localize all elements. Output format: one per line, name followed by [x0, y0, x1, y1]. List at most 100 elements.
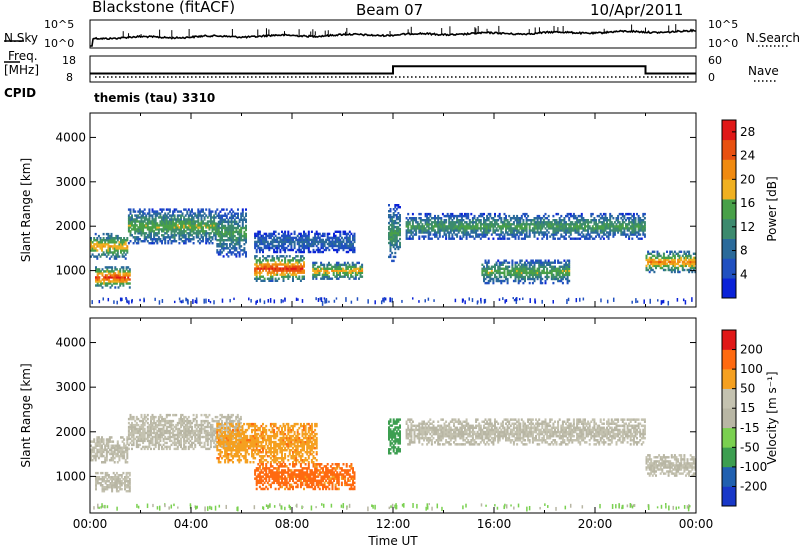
colorbar-tick-label: 200 — [740, 343, 763, 357]
colorbar-tick-label: 20 — [740, 172, 755, 186]
nsearch-label: N.Search — [746, 31, 800, 45]
date-label: 10/Apr/2011 — [590, 1, 684, 19]
noise-panel-frame — [89, 19, 697, 49]
colorbar-tick-label: 50 — [740, 382, 755, 396]
frequency-trace — [90, 65, 696, 75]
x-tick-label: 12:00 — [376, 517, 411, 531]
colorbar-tick-label: -15 — [740, 421, 760, 435]
x-tick-label: 08:00 — [275, 517, 310, 531]
velocity-heatmap — [90, 413, 697, 512]
scatter-band — [388, 204, 401, 263]
y-axis-label: Slant Range [km] — [19, 158, 33, 262]
x-tick-label: 20:00 — [578, 517, 613, 531]
colorbar-frame — [721, 329, 737, 507]
power-heatmap — [90, 204, 697, 306]
freq-tick-bottom: 8 — [66, 71, 73, 84]
y-axis-label: Slant Range [km] — [19, 363, 33, 467]
scatter-band — [481, 259, 571, 285]
scatter-band — [405, 212, 646, 240]
colorbar-tick-label: -100 — [740, 460, 767, 474]
colorbar-swatch — [722, 218, 736, 239]
colorbar-tick-label: 100 — [740, 362, 763, 376]
colorbar-tick-label: 12 — [740, 220, 755, 234]
scatter-band — [95, 266, 131, 289]
scatter-band — [127, 413, 242, 451]
power-colorbar — [721, 119, 737, 299]
colorbar-swatch — [722, 199, 736, 220]
scatter-band — [254, 255, 305, 282]
y-tick-label: 3000 — [55, 380, 86, 394]
x-tick-label: 04:00 — [174, 517, 209, 531]
velocity-colorbar — [721, 329, 737, 507]
scatter-band — [645, 454, 697, 477]
colorbar-label: Velocity [m s⁻¹] — [765, 371, 779, 464]
colorbar-swatch — [722, 447, 736, 468]
freq-tick-top: 18 — [62, 54, 76, 67]
nave-tick-top: 60 — [708, 54, 722, 67]
colorbar-swatch — [722, 258, 736, 279]
cpid-label: CPID — [4, 86, 37, 100]
scatter-band — [312, 261, 364, 280]
x-tick-label: 00:00 — [73, 517, 108, 531]
scatter-band — [216, 208, 247, 258]
colorbar-swatch — [722, 466, 736, 487]
scatter-band — [405, 418, 646, 446]
x-tick-label: 00:00 — [679, 517, 714, 531]
y-tick-label: 4000 — [55, 130, 86, 144]
y-tick-label: 4000 — [55, 336, 86, 350]
colorbar-swatch — [722, 159, 736, 180]
freq-unit-label: [MHz] — [4, 63, 40, 77]
nsearch-tick-top: 10^5 — [708, 18, 739, 31]
freq-label: Freq. — [8, 49, 38, 63]
colorbar-swatch — [722, 179, 736, 200]
y-tick-label: 1000 — [55, 469, 86, 483]
colorbar-swatch — [722, 349, 736, 370]
colorbar-swatch — [722, 408, 736, 429]
colorbar-tick-label: 16 — [740, 196, 755, 210]
colorbar-swatch — [722, 388, 736, 409]
colorbar-swatch — [722, 330, 736, 350]
colorbar-swatch — [722, 139, 736, 160]
colorbar-swatch — [722, 427, 736, 448]
nave-tick-bottom: 0 — [708, 71, 715, 84]
nsearch-tick-bottom: 10^0 — [708, 37, 739, 50]
colorbar-tick-label: -50 — [740, 440, 760, 454]
colorbar-frame — [721, 119, 737, 299]
x-tick-label: 16:00 — [477, 517, 512, 531]
scatter-band — [90, 436, 129, 464]
y-tick-label: 2000 — [55, 219, 86, 233]
beam-label: Beam 07 — [356, 1, 424, 19]
scatter-band — [90, 232, 129, 260]
colorbar-tick-label: 24 — [740, 149, 755, 163]
colorbar-label: Power [dB] — [765, 176, 779, 241]
nsky-label: N.Sky — [4, 31, 39, 45]
noise-sky-trace — [90, 28, 697, 47]
cpid-text: themis (tau) 3310 — [94, 91, 216, 105]
x-axis-label: Time UT — [367, 534, 418, 548]
scatter-band — [645, 250, 697, 274]
colorbar-swatch — [722, 278, 736, 299]
colorbar-tick-label: -200 — [740, 479, 767, 493]
y-tick-label: 2000 — [55, 425, 86, 439]
colorbar-swatch — [722, 486, 736, 507]
scatter-band — [95, 471, 131, 493]
colorbar-tick-label: 8 — [740, 244, 748, 258]
scatter-band — [388, 418, 401, 455]
colorbar-tick-label: 28 — [740, 125, 755, 139]
y-tick-label: 3000 — [55, 175, 86, 189]
scatter-band — [216, 422, 318, 464]
colorbar-swatch — [722, 120, 736, 141]
colorbar-tick-label: 4 — [740, 267, 748, 281]
scatter-band — [254, 463, 356, 491]
colorbar-swatch — [722, 369, 736, 389]
scatter-band — [254, 230, 356, 254]
nave-label: Nave — [748, 64, 779, 78]
station-title: Blackstone (fitACF) — [92, 0, 236, 16]
y-tick-label: 1000 — [55, 264, 86, 278]
scatter-band — [127, 208, 217, 245]
colorbar-tick-label: 15 — [740, 401, 755, 415]
colorbar-swatch — [722, 238, 736, 259]
freq-panel-frame — [89, 55, 697, 83]
nsky-tick-top: 10^5 — [44, 18, 75, 31]
